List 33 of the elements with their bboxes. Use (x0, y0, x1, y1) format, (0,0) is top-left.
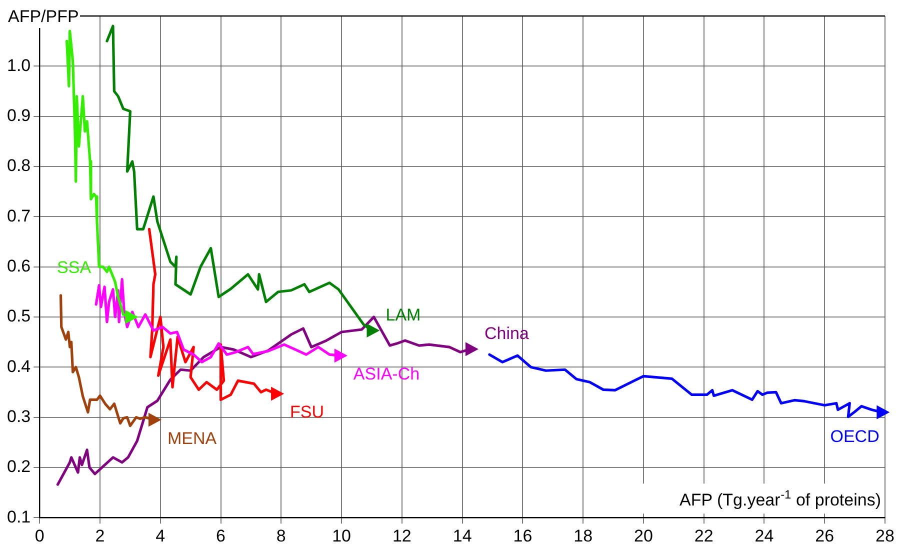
series-label: LAM (386, 306, 421, 325)
series-label: FSU (290, 402, 324, 422)
x-tick-label: 2 (95, 526, 105, 546)
y-tick-label: 0.2 (6, 457, 31, 476)
series-label: MENA (167, 428, 218, 448)
y-axis-title: AFP/PFP (8, 7, 79, 26)
y-tick-label: 1.0 (6, 56, 31, 75)
x-tick-label: 6 (216, 526, 226, 546)
x-tick-label: 8 (276, 526, 286, 546)
x-tick-label: 14 (452, 526, 472, 546)
x-tick-label: 24 (754, 526, 774, 546)
x-tick-label: 20 (634, 526, 653, 546)
x-tick-label: 12 (392, 526, 412, 546)
y-tick-label: 0.7 (6, 206, 31, 226)
y-tick-label: 0.5 (6, 306, 31, 326)
x-tick-label: 10 (332, 526, 352, 546)
x-tick-label: 26 (815, 526, 834, 546)
x-tick-label: 4 (156, 526, 166, 546)
series-label: OECD (830, 426, 880, 446)
y-tick-label: 0.1 (6, 507, 31, 526)
x-tick-label: 0 (34, 526, 44, 546)
x-tick-label: 16 (513, 526, 532, 546)
x-tick-label: 18 (574, 526, 593, 546)
series-label: China (484, 324, 530, 344)
x-tick-label: 22 (694, 526, 714, 546)
y-tick-label: 0.3 (6, 406, 31, 426)
series-label: SSA (57, 258, 92, 277)
x-tick-label: 28 (876, 526, 894, 546)
series-label: ASIA-Ch (353, 364, 420, 384)
y-tick-label: 0.8 (6, 156, 31, 176)
y-tick-label: 0.9 (6, 106, 31, 126)
y-tick-label: 0.6 (6, 256, 31, 276)
y-tick-label: 0.4 (6, 356, 31, 376)
